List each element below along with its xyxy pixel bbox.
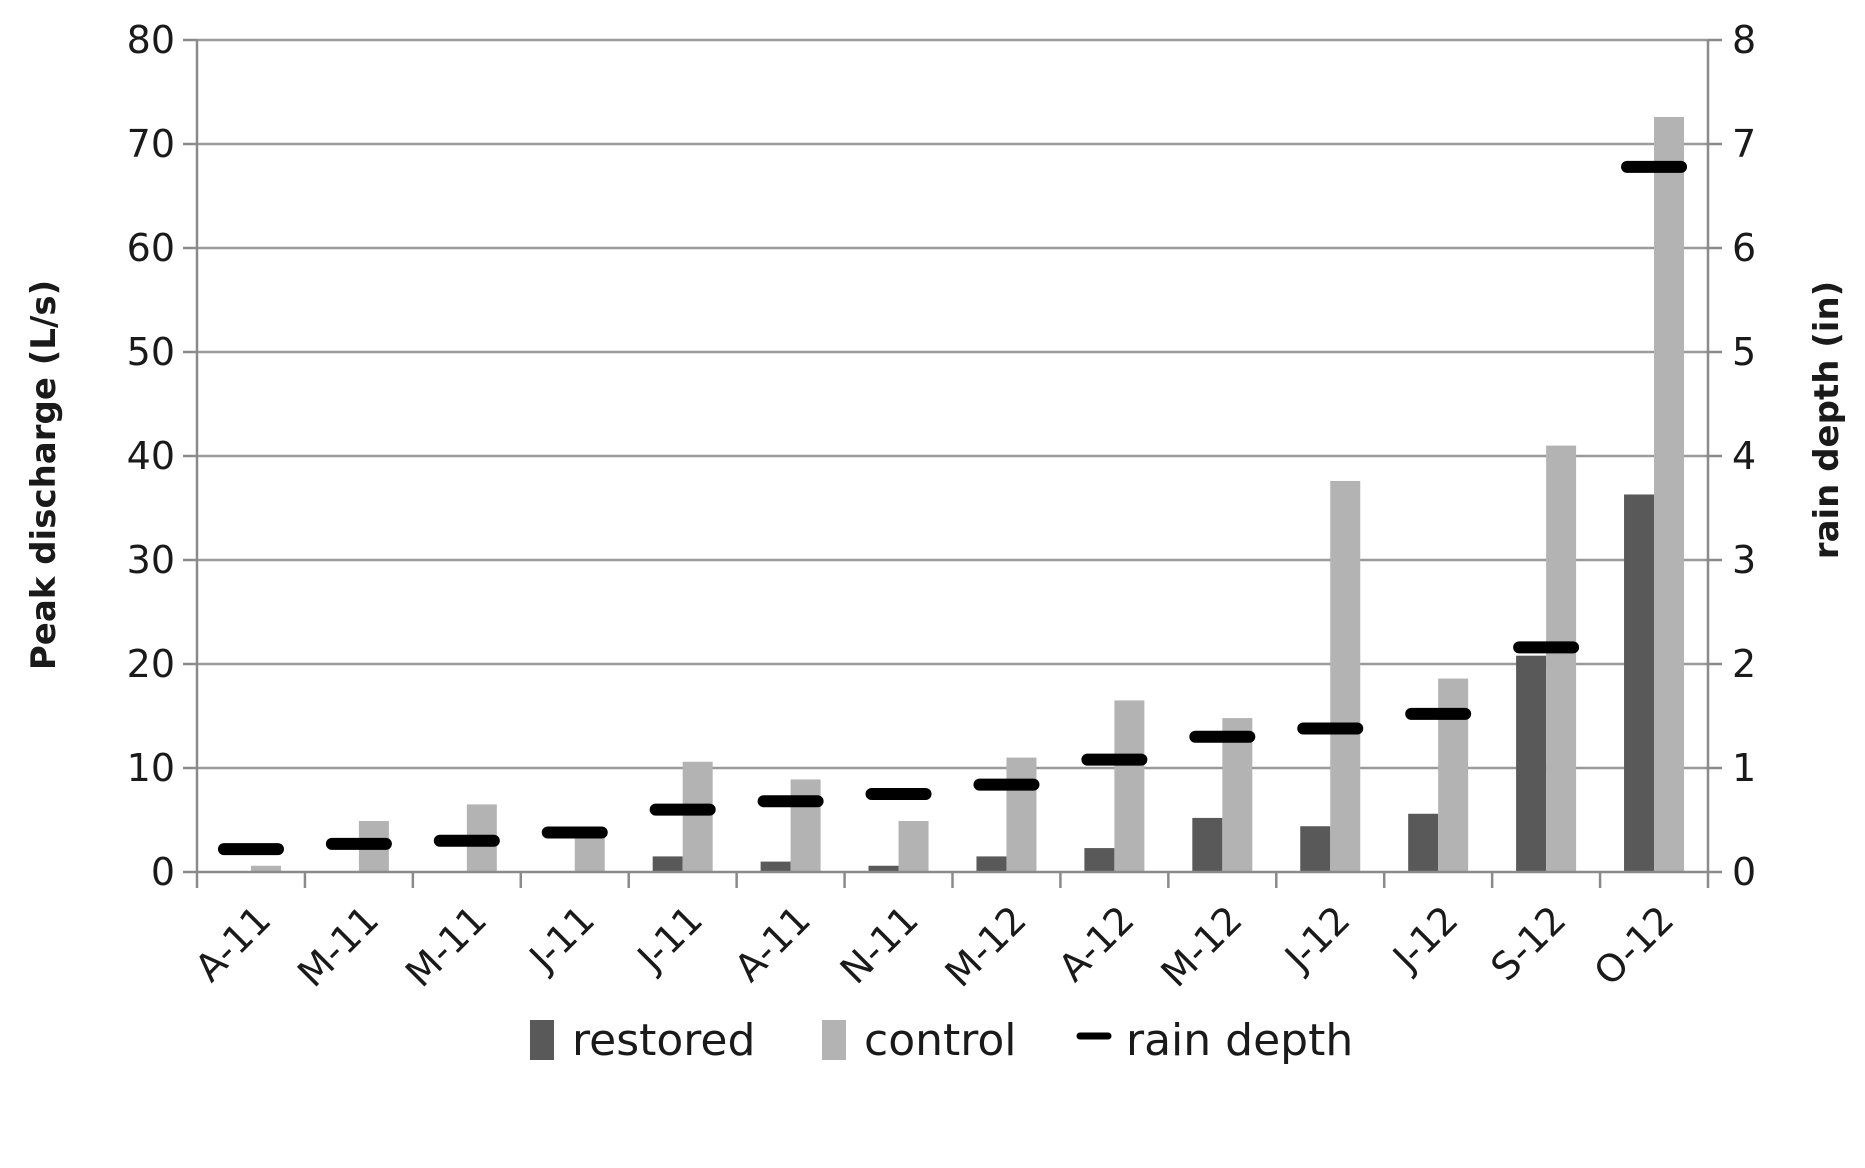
- y2-tick-label: 3: [1732, 538, 1756, 582]
- x-tick-label: J-11: [628, 897, 711, 980]
- y-tick-label: 70: [127, 122, 175, 166]
- x-tick-label: M-12: [937, 897, 1035, 995]
- y-tick-label: 10: [127, 746, 175, 790]
- bar-control: [574, 835, 605, 872]
- x-tick-label: J-12: [1383, 897, 1466, 980]
- y2-tick-label: 2: [1732, 642, 1756, 686]
- legend-swatch: [822, 1020, 846, 1060]
- bar-restored: [1624, 494, 1655, 872]
- axes: [183, 38, 1722, 888]
- y-tick-label: 80: [127, 18, 175, 62]
- bar-control: [1654, 116, 1685, 872]
- bar-restored: [1192, 817, 1223, 872]
- x-tick-label: J-12: [1275, 897, 1358, 980]
- x-tick-label: N-11: [832, 897, 927, 992]
- bar-control: [1438, 678, 1469, 872]
- bar-control: [1114, 700, 1145, 872]
- y-tick-label: 40: [127, 434, 175, 478]
- bar-control: [1222, 718, 1253, 872]
- legend-label: restored: [572, 1015, 755, 1066]
- y2-tick-label: 6: [1732, 226, 1756, 270]
- y-tick-label: 0: [151, 850, 175, 894]
- bar-restored: [1408, 813, 1439, 872]
- legend-label: rain depth: [1126, 1015, 1353, 1066]
- legend-item-rain-depth: rain depth: [1076, 1015, 1353, 1066]
- legend-label: control: [864, 1015, 1017, 1066]
- y2-tick-label: 1: [1732, 746, 1756, 790]
- y2-tick-label: 4: [1732, 434, 1756, 478]
- y-tick-label: 20: [127, 642, 175, 686]
- bar-restored: [1084, 848, 1115, 872]
- bars: [250, 116, 1685, 872]
- y2-axis-title: rain depth (in): [1807, 281, 1847, 559]
- bar-restored: [868, 865, 899, 872]
- y2-tick-label: 0: [1732, 850, 1756, 894]
- y-tick-label: 50: [127, 330, 175, 374]
- y-tick-label: 60: [127, 226, 175, 270]
- x-tick-label: M-12: [1152, 897, 1250, 995]
- y-axis-title: Peak discharge (L/s): [24, 280, 64, 670]
- bar-restored: [760, 861, 791, 872]
- x-tick-label: M-11: [397, 897, 495, 995]
- bar-restored: [1300, 826, 1331, 872]
- legend: restored control rain depth: [530, 1015, 1353, 1066]
- bar-control: [682, 761, 713, 872]
- x-tick-label: A-11: [726, 897, 819, 990]
- legend-item-restored: restored: [530, 1015, 755, 1066]
- y2-tick-label: 8: [1732, 18, 1756, 62]
- y2-tick-label: 5: [1732, 330, 1756, 374]
- x-tick-label: J-11: [520, 897, 603, 980]
- bar-restored: [976, 856, 1007, 872]
- legend-item-control: control: [822, 1015, 1017, 1066]
- bar-control: [790, 779, 821, 872]
- y2-tick-label: 7: [1732, 122, 1756, 166]
- bar-restored: [1516, 655, 1547, 872]
- bar-control: [250, 865, 281, 872]
- x-tick-label: O-12: [1585, 897, 1682, 994]
- gridlines: [197, 38, 1708, 770]
- bar-control: [1546, 445, 1577, 872]
- bar-restored: [652, 856, 683, 872]
- bar-control: [1330, 480, 1361, 872]
- x-tick-label: A-11: [187, 897, 280, 990]
- rain-depth-markers: [217, 160, 1688, 856]
- bar-control: [898, 821, 929, 872]
- x-tick-label: A-12: [1050, 897, 1143, 990]
- legend-swatch: [530, 1020, 554, 1060]
- y-tick-label: 30: [127, 538, 175, 582]
- bar-control: [1006, 757, 1037, 872]
- x-tick-label: M-11: [289, 897, 387, 995]
- x-tick-label: S-12: [1482, 897, 1574, 989]
